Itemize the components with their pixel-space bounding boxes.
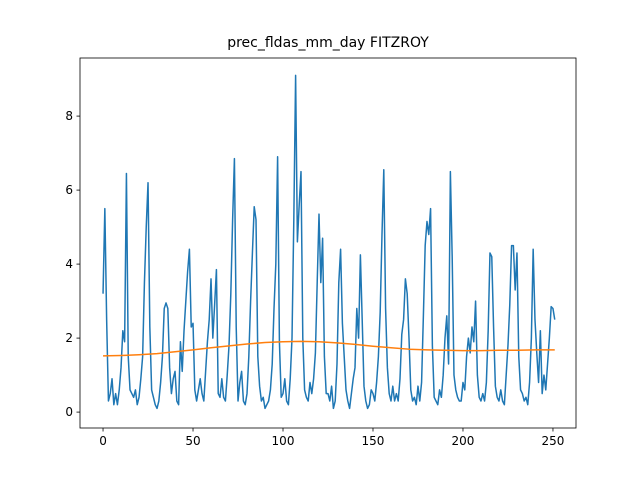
y-tick-label: 0 — [65, 405, 73, 419]
y-tick-label: 4 — [65, 257, 73, 271]
series-line — [103, 340, 555, 357]
plot-frame — [79, 57, 577, 429]
y-tick-label: 6 — [65, 183, 73, 197]
x-tick-label: 250 — [542, 434, 565, 448]
x-tick-label: 100 — [272, 434, 295, 448]
x-tick-label: 200 — [452, 434, 475, 448]
chart-title: prec_fldas_mm_day FITZROY — [227, 35, 429, 51]
x-tick-label: 50 — [185, 434, 200, 448]
y-tick-label: 8 — [65, 109, 73, 123]
x-tick-label: 0 — [99, 434, 107, 448]
y-tick-label: 2 — [65, 331, 73, 345]
series-line — [102, 74, 556, 410]
x-tick-label: 150 — [362, 434, 385, 448]
